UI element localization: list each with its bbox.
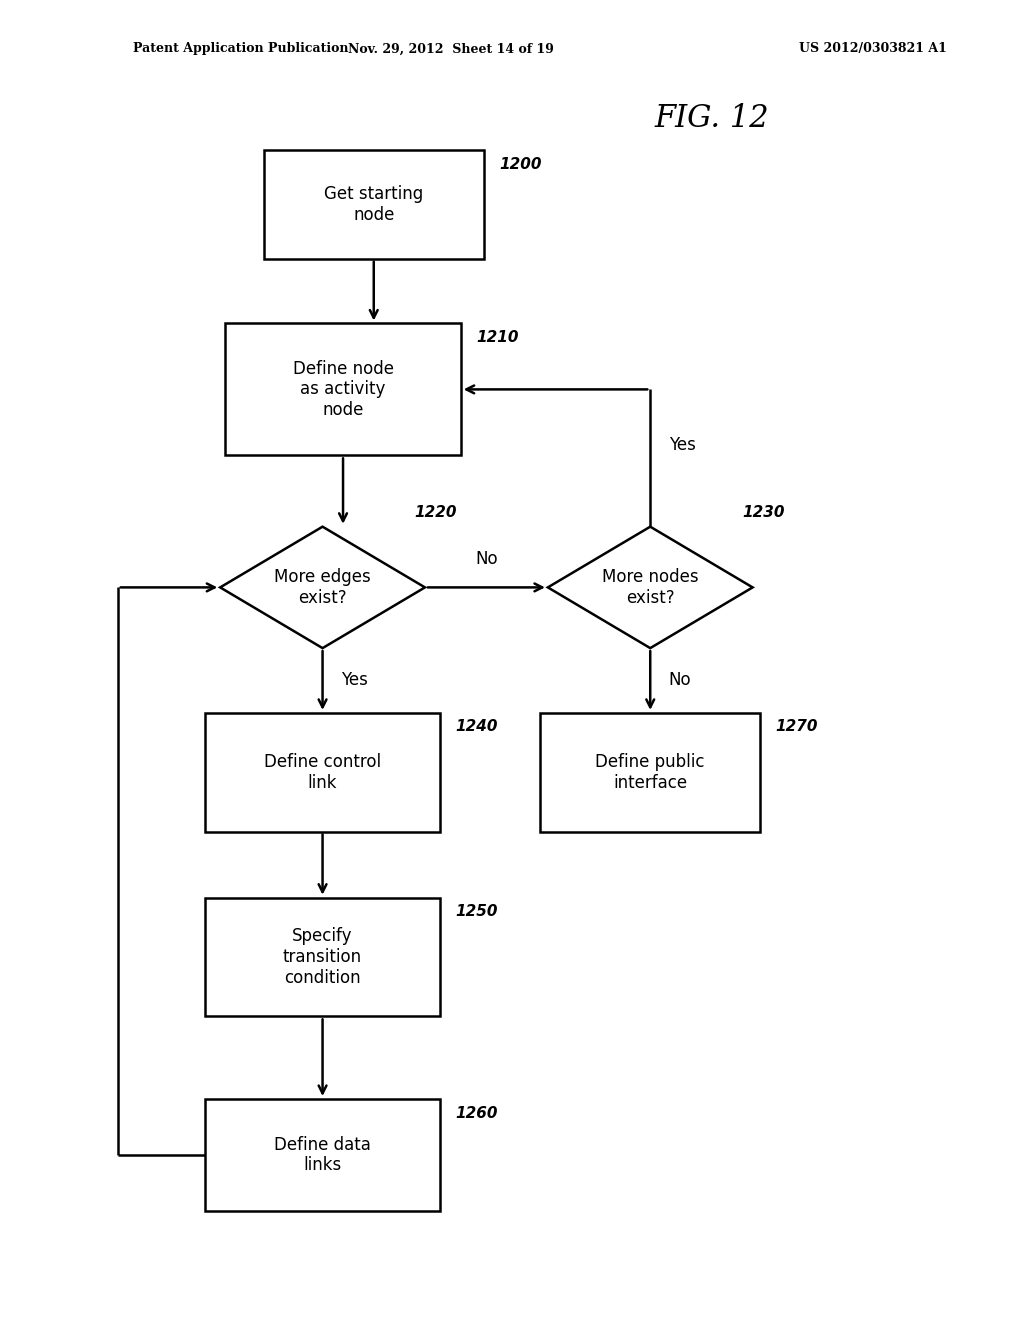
Text: Yes: Yes bbox=[669, 436, 695, 454]
Text: 1260: 1260 bbox=[456, 1106, 499, 1121]
FancyBboxPatch shape bbox=[205, 713, 440, 832]
FancyBboxPatch shape bbox=[205, 898, 440, 1016]
FancyBboxPatch shape bbox=[225, 323, 461, 455]
Text: Yes: Yes bbox=[341, 672, 368, 689]
Text: 1210: 1210 bbox=[476, 330, 519, 345]
Polygon shape bbox=[548, 527, 753, 648]
Text: Get starting
node: Get starting node bbox=[325, 185, 423, 224]
Text: Patent Application Publication: Patent Application Publication bbox=[133, 42, 348, 55]
Text: Define control
link: Define control link bbox=[264, 752, 381, 792]
Text: No: No bbox=[475, 549, 498, 568]
Text: US 2012/0303821 A1: US 2012/0303821 A1 bbox=[799, 42, 946, 55]
Text: No: No bbox=[669, 672, 691, 689]
Text: 1270: 1270 bbox=[776, 719, 818, 734]
Text: More nodes
exist?: More nodes exist? bbox=[602, 568, 698, 607]
Polygon shape bbox=[220, 527, 425, 648]
FancyBboxPatch shape bbox=[541, 713, 760, 832]
Text: 1250: 1250 bbox=[456, 904, 499, 919]
FancyBboxPatch shape bbox=[264, 150, 484, 259]
Text: FIG. 12: FIG. 12 bbox=[654, 103, 769, 135]
FancyBboxPatch shape bbox=[205, 1098, 440, 1212]
Text: Specify
transition
condition: Specify transition condition bbox=[283, 927, 362, 987]
Text: 1220: 1220 bbox=[415, 506, 458, 520]
Text: More edges
exist?: More edges exist? bbox=[274, 568, 371, 607]
Text: Define node
as activity
node: Define node as activity node bbox=[293, 359, 393, 420]
Text: 1240: 1240 bbox=[456, 719, 499, 734]
Text: Define data
links: Define data links bbox=[274, 1135, 371, 1175]
Text: 1230: 1230 bbox=[742, 506, 785, 520]
Text: Define public
interface: Define public interface bbox=[596, 752, 705, 792]
Text: Nov. 29, 2012  Sheet 14 of 19: Nov. 29, 2012 Sheet 14 of 19 bbox=[347, 42, 554, 55]
Text: 1200: 1200 bbox=[500, 157, 542, 172]
